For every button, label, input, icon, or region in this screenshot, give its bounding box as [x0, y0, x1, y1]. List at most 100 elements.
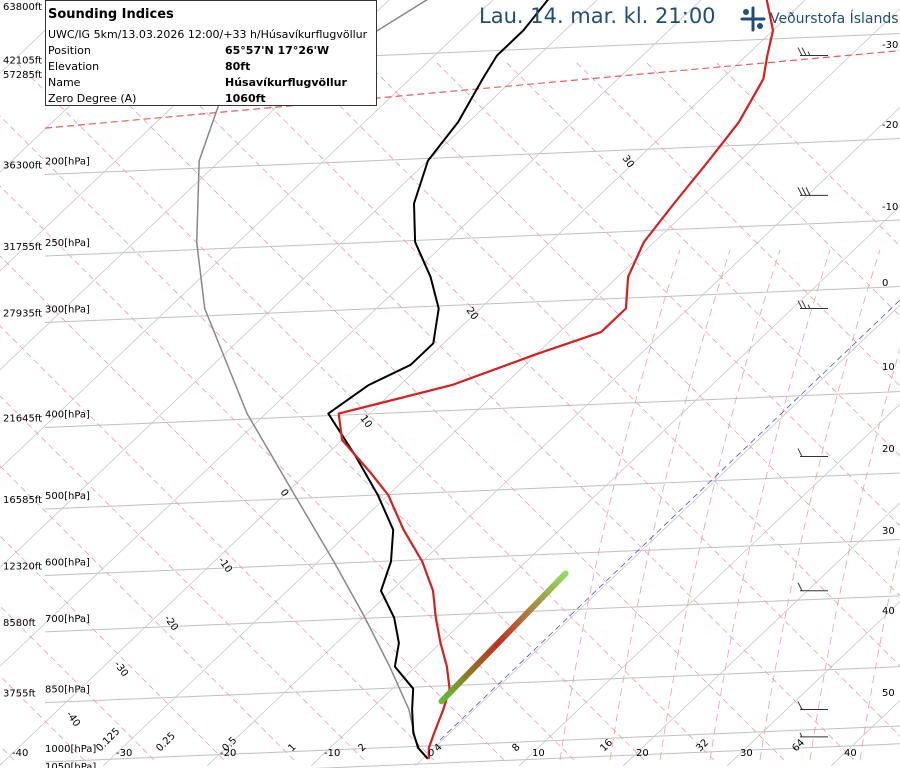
altitude-label-top-1: 57285ft	[3, 70, 42, 81]
isotherm--30	[102, 7, 900, 767]
altitude-label-300: 27935ft	[3, 309, 42, 320]
isotherm--120	[0, 0, 266, 766]
isotherm-20	[622, 502, 900, 767]
isobar-1050	[312, 743, 900, 768]
isobar-1000	[44, 725, 900, 763]
isotherm--100	[0, 0, 182, 173]
dry-adiabat--3	[0, 535, 225, 761]
tropopause-1	[44, 50, 900, 129]
right-label-2: -10	[882, 202, 898, 213]
wind-barb-1	[797, 187, 828, 196]
temp-label-10: 10	[532, 748, 545, 759]
info-name-value: Húsavíkurflugvöllur	[225, 76, 347, 89]
temp-label--40: -40	[12, 748, 28, 759]
info-name-label: Name	[48, 76, 81, 89]
wind-barb-4	[797, 582, 828, 592]
pressure-label-200: 200[hPa]	[45, 157, 90, 168]
info-position-label: Position	[48, 44, 91, 57]
right-label-8: 50	[882, 688, 895, 699]
dry-adiabats	[0, 59, 900, 761]
dry-adiabat-5	[83, 59, 785, 761]
isotherm--10	[310, 205, 900, 767]
wind-barbs	[797, 47, 828, 738]
forecast-date: Lau. 14. mar. kl. 21:00	[479, 4, 716, 28]
wind-barb-0	[797, 47, 828, 57]
pressure-label-400: 400[hPa]	[45, 410, 90, 421]
isotherm--80	[0, 0, 390, 371]
axis-labels: 100[hPa]50265ft150[hPa]42105ft200[hPa]36…	[3, 2, 898, 768]
diagonal-label-6: -30	[112, 659, 130, 679]
lifted-band	[438, 570, 569, 705]
moist-adiabats	[559, 249, 900, 761]
isotherm-10	[518, 403, 900, 767]
pressure-label-1000: 1000[hPa]	[45, 744, 96, 755]
info-elevation-value: 80ft	[225, 60, 251, 73]
dry-adiabat--1	[0, 395, 365, 761]
temperature-profile-line	[337, 0, 775, 759]
diagonal-label-1: 20	[464, 305, 480, 322]
dry-adiabat-12	[573, 59, 900, 387]
right-label-7: 40	[882, 606, 895, 617]
dry-adiabat-2	[0, 185, 575, 761]
wind-barb-2	[797, 300, 828, 310]
isotherm--90	[0, 0, 286, 272]
moist-adiabat-3	[709, 249, 831, 761]
isobar-200	[44, 138, 900, 176]
dry-adiabat--2	[0, 465, 295, 761]
diagonal-label-3: 0	[278, 487, 291, 499]
altitude-label-150: 42105ft	[3, 56, 42, 67]
temp-label--30: -30	[116, 748, 132, 759]
mixing-ratio-label-3: 1	[286, 742, 298, 754]
pressure-label-300: 300[hPa]	[45, 305, 90, 316]
altitude-label-top-0: 63800ft	[3, 2, 42, 13]
dry-adiabat-1	[0, 255, 505, 761]
mixing-ratio-label-7: 16	[598, 737, 615, 754]
right-label-5: 20	[882, 444, 895, 455]
isotherm--70	[0, 0, 494, 470]
wind-barb-6	[799, 732, 828, 738]
diagonal-label-0: 30	[620, 153, 636, 170]
pressure-label-500: 500[hPa]	[45, 491, 90, 502]
isotherm-0	[414, 304, 900, 767]
moist-adiabat-5	[809, 347, 900, 761]
dry-adiabat-14	[713, 59, 900, 247]
altitude-label-850: 3755ft	[3, 689, 36, 700]
mixing-ratio-line	[439, 299, 900, 741]
dry-adiabat-11	[503, 59, 900, 457]
info-elevation-label: Elevation	[48, 60, 100, 73]
right-label-1: -20	[882, 120, 898, 131]
info-title: Sounding Indices	[48, 7, 174, 22]
altitude-label-200: 36300ft	[3, 161, 42, 172]
pressure-label-250: 250[hPa]	[45, 238, 90, 249]
mixing-ratio-label-4: 2	[356, 742, 368, 754]
diagonal-label-2: 10	[358, 413, 374, 430]
pressure-label-1050: 1050[hPa]	[45, 762, 96, 768]
diagonal-label-7: -40	[64, 709, 82, 729]
moist-adiabat-1	[609, 249, 731, 761]
isobar-400	[44, 391, 900, 429]
isobar-250	[44, 219, 900, 257]
info-run: UWC/IG 5km/13.03.2026 12:00/+33 h/Húsaví…	[48, 28, 368, 41]
moist-adiabat-2	[659, 249, 781, 761]
isobar-600	[44, 539, 900, 577]
pressure-label-700: 700[hPa]	[45, 614, 90, 625]
parcel-profile-line	[195, 0, 429, 760]
temp-label-40: 40	[844, 748, 857, 759]
dry-adiabat-10	[433, 59, 900, 527]
dry-adiabat-8	[293, 59, 900, 667]
dry-adiabat-0	[0, 325, 435, 761]
imo-logo: Veðurstofa Íslands	[738, 6, 899, 32]
diagonal-label-4: -10	[216, 555, 234, 575]
altitude-label-250: 31755ft	[3, 242, 42, 253]
info-zero-value: 1060ft	[225, 92, 266, 105]
temp-label--20: -20	[220, 748, 236, 759]
isobar-300	[44, 286, 900, 324]
right-label-4: 10	[882, 362, 895, 373]
pressure-label-850: 850[hPa]	[45, 685, 90, 696]
dry-adiabat-13	[643, 59, 900, 317]
